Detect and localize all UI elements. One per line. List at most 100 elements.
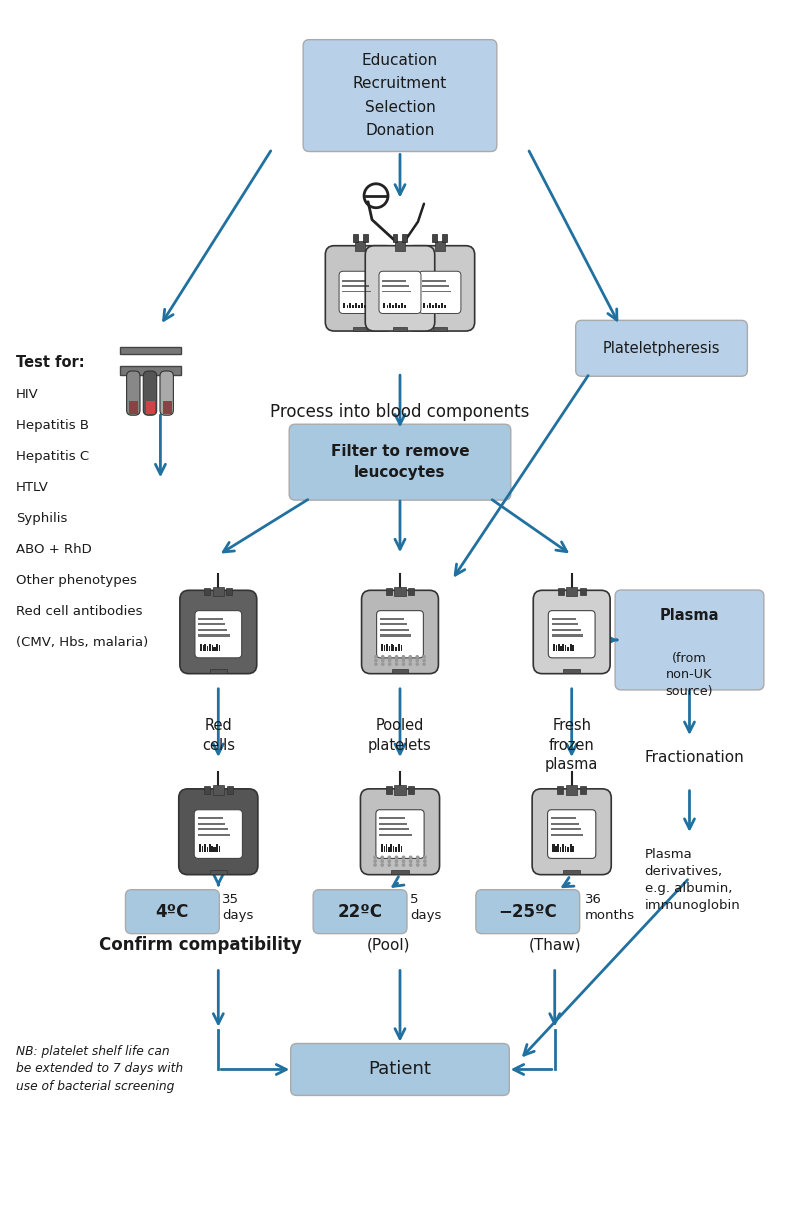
Bar: [347, 305, 348, 309]
Circle shape: [422, 658, 426, 662]
Bar: [211, 646, 213, 652]
Bar: [227, 588, 232, 595]
FancyBboxPatch shape: [406, 246, 474, 331]
Bar: [432, 234, 437, 242]
Bar: [390, 844, 392, 852]
Bar: [560, 647, 562, 652]
Text: 4ºC: 4ºC: [156, 903, 189, 921]
Circle shape: [402, 658, 406, 662]
Circle shape: [415, 658, 419, 662]
Bar: [551, 817, 577, 819]
Bar: [551, 834, 583, 836]
Circle shape: [373, 863, 377, 867]
Circle shape: [373, 860, 377, 863]
Bar: [198, 629, 227, 631]
Bar: [204, 786, 210, 793]
Bar: [440, 303, 443, 309]
Bar: [162, 401, 172, 415]
Bar: [556, 646, 557, 652]
Bar: [120, 365, 181, 375]
Bar: [219, 646, 220, 652]
Bar: [409, 786, 414, 793]
Circle shape: [394, 654, 398, 658]
Bar: [422, 290, 451, 293]
Bar: [386, 643, 388, 652]
Bar: [395, 647, 398, 652]
Bar: [210, 870, 227, 875]
Circle shape: [381, 662, 385, 665]
FancyBboxPatch shape: [313, 889, 407, 934]
Circle shape: [380, 860, 384, 863]
Text: Pooled
platelets: Pooled platelets: [368, 718, 432, 753]
Text: Plateletpheresis: Plateletpheresis: [603, 341, 720, 355]
Bar: [398, 305, 400, 309]
FancyBboxPatch shape: [360, 788, 440, 875]
Bar: [146, 401, 154, 415]
Bar: [383, 280, 406, 282]
Circle shape: [409, 863, 413, 867]
Bar: [199, 844, 201, 852]
Bar: [555, 845, 557, 852]
Text: Plasma: Plasma: [660, 608, 719, 622]
Bar: [570, 643, 572, 652]
Bar: [383, 290, 411, 293]
Bar: [379, 823, 407, 825]
Text: Filter to remove
leucocytes: Filter to remove leucocytes: [331, 444, 470, 480]
Bar: [380, 624, 407, 625]
Bar: [197, 834, 230, 836]
FancyBboxPatch shape: [160, 371, 173, 416]
FancyBboxPatch shape: [194, 809, 242, 859]
FancyBboxPatch shape: [179, 788, 258, 875]
Bar: [553, 643, 555, 652]
Bar: [361, 303, 363, 309]
Bar: [552, 844, 554, 852]
Bar: [429, 303, 431, 309]
Bar: [219, 845, 220, 852]
Circle shape: [394, 658, 398, 662]
Bar: [567, 647, 569, 652]
Text: Hepatitis B: Hepatitis B: [16, 419, 89, 432]
Bar: [380, 617, 405, 620]
Circle shape: [381, 658, 385, 662]
Bar: [558, 786, 563, 793]
Bar: [363, 234, 367, 242]
Bar: [395, 241, 405, 251]
Bar: [197, 823, 225, 825]
Bar: [401, 845, 402, 852]
Text: Other phenotypes: Other phenotypes: [16, 574, 136, 587]
Bar: [567, 847, 569, 852]
FancyBboxPatch shape: [291, 1043, 509, 1096]
Text: (CMV, Hbs, malaria): (CMV, Hbs, malaria): [16, 636, 148, 649]
FancyBboxPatch shape: [476, 889, 580, 934]
Bar: [551, 617, 576, 620]
Circle shape: [409, 658, 412, 662]
Text: 5
days: 5 days: [410, 893, 441, 922]
Bar: [392, 669, 408, 673]
Text: HTLV: HTLV: [16, 481, 48, 494]
FancyBboxPatch shape: [377, 610, 424, 658]
Bar: [393, 845, 394, 852]
Circle shape: [388, 654, 391, 658]
Bar: [391, 870, 409, 875]
Circle shape: [394, 863, 398, 867]
Bar: [563, 669, 580, 673]
Bar: [216, 844, 218, 852]
Bar: [423, 303, 425, 309]
FancyBboxPatch shape: [576, 320, 748, 376]
FancyBboxPatch shape: [365, 246, 435, 331]
Bar: [580, 786, 586, 793]
Circle shape: [409, 662, 412, 665]
Bar: [352, 305, 354, 309]
Text: Hepatitis C: Hepatitis C: [16, 450, 89, 464]
Bar: [394, 587, 406, 597]
Text: Confirm compatibility: Confirm compatibility: [99, 936, 302, 953]
Bar: [389, 647, 390, 652]
Circle shape: [415, 654, 419, 658]
Bar: [383, 303, 386, 309]
Circle shape: [374, 654, 378, 658]
Bar: [202, 845, 204, 852]
Bar: [379, 834, 412, 836]
Circle shape: [422, 654, 426, 658]
Bar: [398, 643, 400, 652]
Text: (Thaw): (Thaw): [528, 937, 581, 952]
